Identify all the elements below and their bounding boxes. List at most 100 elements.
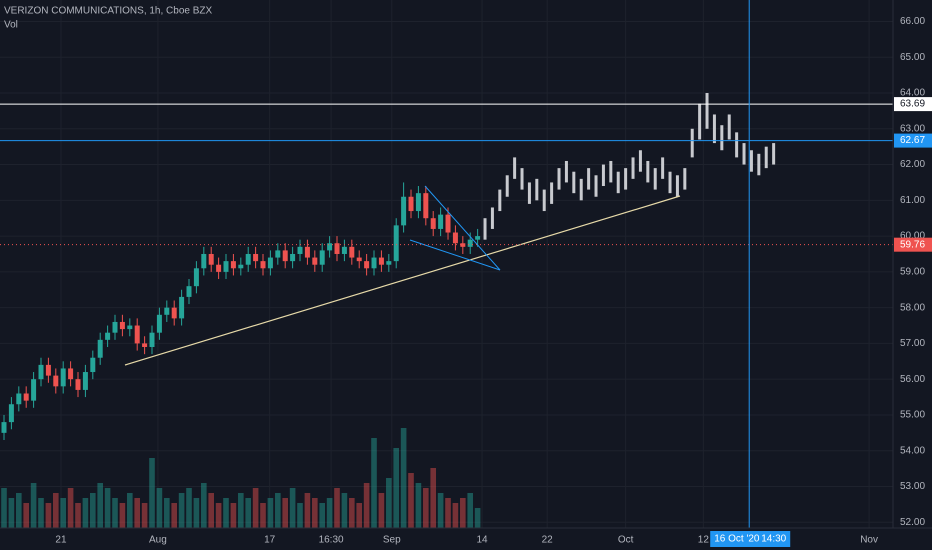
y-tick-label: 63.00 [900,123,925,134]
volume-bar [156,488,163,528]
volume-bar [408,473,414,528]
trend-line [124,195,681,366]
volume-bar [208,493,215,528]
candle-body [275,250,281,258]
volume-bar [356,503,363,528]
candle-body [371,257,377,269]
candle-body [68,368,74,380]
candle-body [475,236,481,240]
price-label: 63.69 [900,99,925,110]
candle-body [327,243,333,251]
candle-body [364,261,370,269]
candle-body [8,404,14,423]
volume-bar [437,493,444,528]
volume-bar [474,508,481,528]
volume-bar [445,498,451,528]
candle-body [23,393,29,401]
volume-bar [267,498,274,528]
x-tick-label: 12 [698,535,710,546]
candle-body [1,422,7,433]
volume-bar [460,498,466,528]
x-tick-label: 14 [476,535,488,546]
volume-bar [90,493,96,528]
y-tick-label: 59.00 [900,267,925,278]
crosshair-date: 16 Oct '20 [714,534,760,545]
volume-bar [319,503,326,528]
candle-body [53,375,59,387]
x-tick-label: 22 [542,535,554,546]
volume-bar [334,488,340,528]
volume-bar [393,448,400,528]
y-tick-label: 64.00 [900,88,925,99]
candle-body [445,214,451,233]
volume-bar [415,483,422,528]
candle-body [378,257,384,265]
candle-body [112,321,118,333]
candle-body [304,246,310,258]
volume-bar [67,488,74,528]
volume-bar [304,493,311,528]
candle-body [201,253,207,269]
volume-bar [201,483,207,528]
candle-body [386,261,392,265]
candle-body [142,343,148,347]
y-tick-label: 58.00 [900,302,925,313]
volume-bar [60,498,66,528]
candle-body [193,268,199,287]
volume-bar [141,503,148,528]
candle-body [238,264,244,269]
chart-title: VERIZON COMMUNICATIONS, 1h, Cboe BZX [4,6,213,17]
volume-bar [430,468,437,528]
volume-bar [312,498,318,528]
candle-body [171,307,177,319]
candle-body [423,193,429,219]
volume-bar [341,493,348,528]
volume-bar [82,498,89,528]
volume-bar [363,483,370,528]
x-tick-label: Nov [860,535,878,546]
x-tick-label: Aug [149,535,167,546]
price-axis [893,0,932,528]
volume-bar [52,493,59,528]
volume-bar [30,483,37,528]
candle-body [216,264,222,272]
volume-bar [127,493,133,528]
candle-body [127,325,133,330]
price-label-box [894,97,932,112]
volume-bar [186,488,192,528]
candle-body [223,261,229,272]
volume-bar [230,503,237,528]
candle-body [60,368,66,387]
candle-body [393,225,399,262]
x-tick-label: 17 [264,535,276,546]
volume-bar [97,483,104,528]
volume-bar [215,503,222,528]
candle-body [267,257,273,269]
candle-body [75,379,81,390]
price-label: 59.76 [900,239,925,250]
candle-body [341,246,347,254]
volume-bar [164,498,170,528]
price-label: 62.67 [900,135,925,146]
volume-bar [467,493,474,528]
candle-body [149,332,155,347]
candle-body [179,296,185,319]
volume-bar [193,498,200,528]
volume-bar [149,458,155,528]
y-tick-label: 66.00 [900,16,925,27]
y-tick-label: 55.00 [900,410,925,421]
x-tick-label: Sep [383,535,401,546]
y-tick-label: 60.00 [900,231,925,242]
candle-body [401,196,407,226]
y-tick-label: 62.00 [900,159,925,170]
candle-body [134,325,140,344]
volume-bar [134,498,141,528]
volume-bar [452,503,459,528]
candle-body [438,214,444,229]
time-axis [0,528,932,550]
x-tick-label: 21 [55,535,67,546]
candle-body [164,307,170,315]
